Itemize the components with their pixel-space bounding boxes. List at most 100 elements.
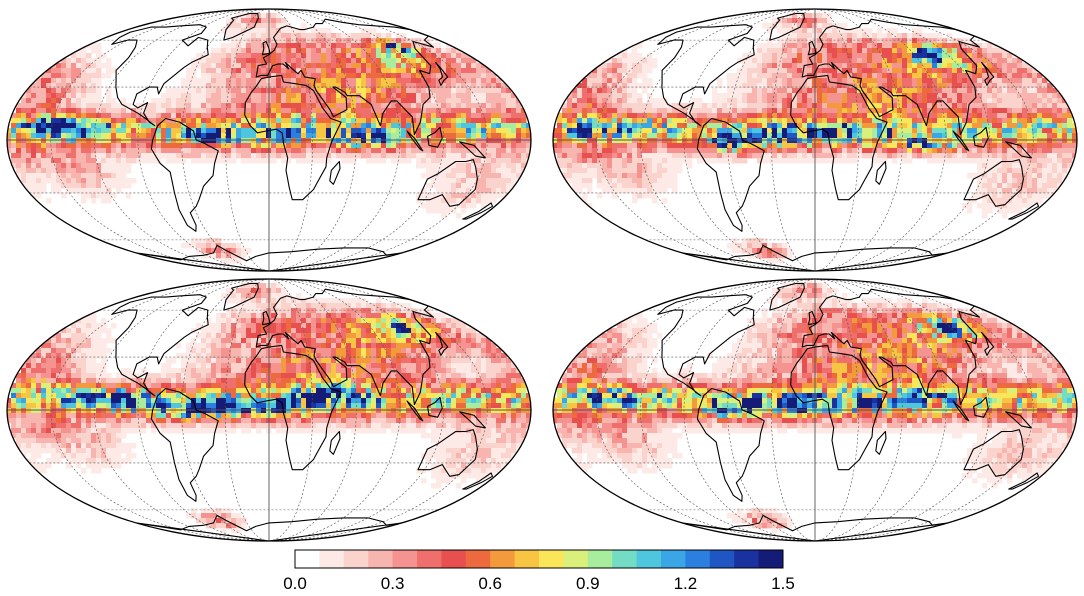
graticule (553, 279, 1077, 541)
colorbar-swatch (295, 550, 320, 568)
colorbar-swatch (319, 550, 345, 568)
coastline-greenland (223, 282, 259, 311)
coastline-greenland (769, 12, 805, 41)
coastline-australia (417, 429, 478, 477)
coastline-japan (981, 61, 995, 86)
colorbar-swatch (368, 550, 394, 568)
coastline-british-isles (261, 310, 271, 326)
coastline-antarctica (135, 244, 403, 271)
coastline-new-guinea (1005, 141, 1032, 159)
colorbar-legend: 0.0 0.3 0.6 0.9 1.2 1.5 (283, 549, 795, 593)
coastline-north-america (111, 294, 209, 397)
coastline-antarctica (135, 514, 403, 541)
map-border (552, 278, 1078, 542)
coastline-eurasia (255, 288, 435, 406)
coastline-british-isles (807, 310, 817, 326)
coastline-africa (790, 74, 888, 201)
colorbar-swatch (514, 550, 540, 568)
colorbar-swatch (709, 550, 735, 568)
coastlines (657, 282, 1040, 541)
coastline-australia (963, 159, 1024, 207)
coastline-australia (963, 429, 1024, 477)
colorbar-swatch (343, 550, 369, 568)
mollweide-map-svg (552, 8, 1078, 272)
mollweide-map-svg (6, 8, 532, 272)
graticule (553, 9, 1077, 271)
coastline-sumatra (406, 130, 424, 152)
coastline-new-guinea (459, 141, 486, 159)
colorbar-tick-label: 1.5 (771, 574, 795, 593)
graticule (7, 279, 531, 541)
colorbar-swatch (563, 550, 589, 568)
coastline-north-america (657, 294, 755, 397)
mollweide-map-svg (552, 278, 1078, 542)
coastline-eurasia (255, 18, 435, 136)
map-panel-top-right (552, 8, 1078, 272)
coastline-sumatra (952, 130, 970, 152)
colorbar-tick-label: 0.9 (576, 574, 600, 593)
coastline-indonesia-borneo (973, 396, 989, 418)
map-panel-bottom-right (552, 278, 1078, 542)
coastline-madagascar (875, 160, 887, 185)
coastline-indonesia-borneo (427, 126, 443, 148)
coastline-japan (435, 61, 449, 86)
coastline-indonesia-borneo (427, 396, 443, 418)
colorbar-swatch (661, 550, 686, 568)
coastline-south-america (150, 387, 219, 502)
coastline-eurasia (801, 288, 981, 406)
coastline-madagascar (329, 160, 341, 185)
coastline-new-zealand (1008, 472, 1040, 490)
coastline-greenland (769, 282, 805, 311)
coastline-south-america (696, 117, 765, 232)
colorbar-tick-label: 1.2 (674, 574, 698, 593)
colorbar-swatch (734, 550, 760, 568)
colorbar-swatch (417, 550, 442, 568)
coastlines (111, 282, 494, 541)
coastline-new-zealand (1008, 202, 1040, 220)
graticule (7, 9, 531, 271)
coastline-antarctica (681, 244, 949, 271)
coastline-africa (244, 74, 342, 201)
coastlines (657, 12, 1040, 271)
colorbar-tick-label: 0.3 (381, 574, 405, 593)
coastline-greenland (223, 12, 259, 41)
coastline-japan (435, 331, 449, 356)
colorbar-swatch (465, 550, 491, 568)
coastline-indonesia-borneo (973, 126, 989, 148)
coastline-new-zealand (462, 202, 494, 220)
colorbar-swatch (758, 550, 784, 568)
coastline-north-america (111, 24, 209, 127)
colorbar-svg: 0.0 0.3 0.6 0.9 1.2 1.5 (283, 549, 795, 593)
coastline-madagascar (329, 430, 341, 455)
colorbar-swatch (612, 550, 638, 568)
coastline-africa (244, 344, 342, 471)
map-border (552, 8, 1078, 272)
colorbar-swatch (636, 550, 662, 568)
colorbar-tick-label: 0.0 (283, 574, 307, 593)
coastlines (111, 12, 494, 271)
map-border (6, 278, 532, 542)
coastline-south-america (696, 387, 765, 502)
coastline-antarctica (681, 514, 949, 541)
coastline-british-isles (807, 40, 817, 56)
coastline-sumatra (952, 400, 970, 422)
map-panel-bottom-left (6, 278, 532, 542)
colorbar-swatch (490, 550, 516, 568)
coastline-madagascar (875, 430, 887, 455)
colorbar-swatch (539, 550, 564, 568)
colorbar-swatch (392, 550, 418, 568)
colorbar-frame (294, 549, 784, 569)
mollweide-map-svg (6, 278, 532, 542)
coastline-new-zealand (462, 472, 494, 490)
coastline-japan (981, 331, 995, 356)
coastline-sumatra (406, 400, 424, 422)
colorbar-swatch (587, 550, 613, 568)
coastline-eurasia (801, 18, 981, 136)
colorbar-swatch (685, 550, 711, 568)
coastline-british-isles (261, 40, 271, 56)
colorbar-swatch (441, 550, 467, 568)
coastline-north-america (657, 24, 755, 127)
map-border (6, 8, 532, 272)
coastline-africa (790, 344, 888, 471)
coastline-new-guinea (459, 411, 486, 429)
